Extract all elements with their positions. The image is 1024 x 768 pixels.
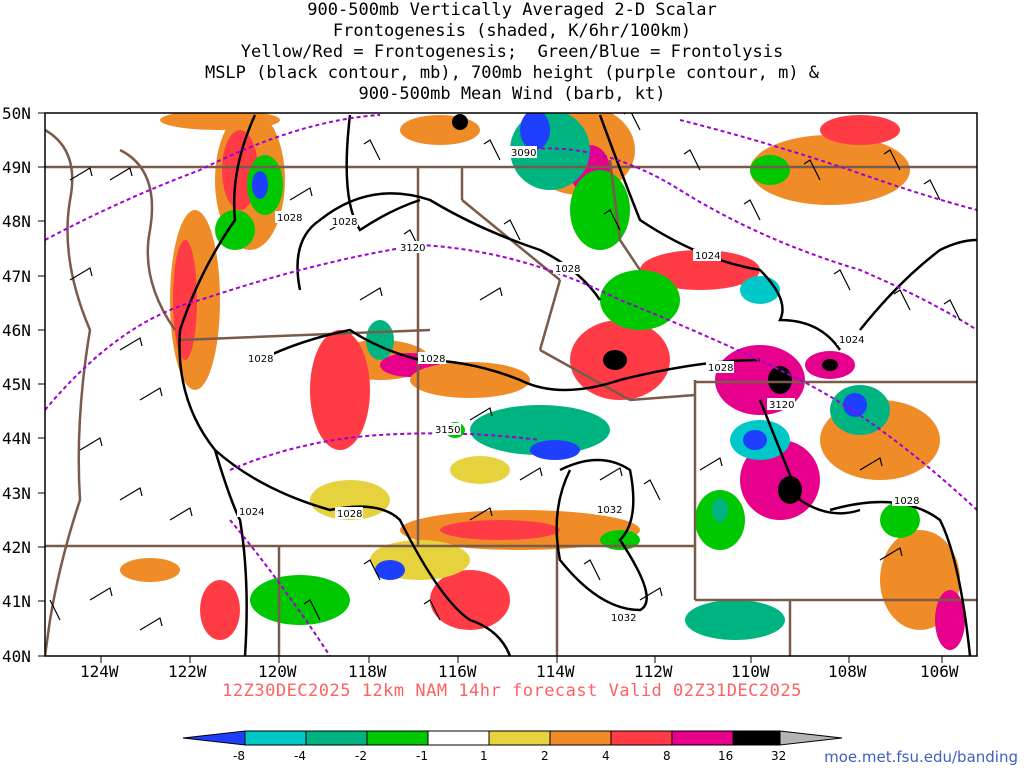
lon-label: 120W — [258, 662, 297, 681]
height-700mb-contours — [45, 114, 977, 656]
colorbar-swatch — [671, 730, 734, 746]
title-line-4: MSLP (black contour, mb), 700mb height (… — [204, 63, 820, 83]
title-line-1: 900-500mb Vertically Averaged 2-D Scalar — [307, 0, 717, 20]
colorbar-label: 1 — [480, 749, 488, 763]
colorbar-swatch — [305, 730, 368, 746]
colorbar-label: 16 — [718, 749, 733, 763]
colorbar-swatch — [366, 730, 429, 746]
lat-label: 50N — [2, 104, 31, 123]
colorbar-label: 2 — [541, 749, 549, 763]
colorbar-swatch — [779, 730, 843, 746]
colorbar-label: -2 — [355, 749, 367, 763]
mslp-label: 1028 — [894, 496, 919, 507]
colorbar-label: -4 — [294, 749, 306, 763]
map-plot-area: 1028 1028 1028 1028 1028 1028 1024 1024 … — [45, 113, 977, 656]
height-label: 3120 — [400, 243, 425, 254]
lat-label: 48N — [2, 212, 31, 231]
mslp-label: 1028 — [332, 217, 357, 228]
mslp-label: 1024 — [839, 335, 864, 346]
longitude-axis: 124W 122W 120W 118W 116W 114W 112W 110W … — [80, 656, 959, 681]
lat-label: 42N — [2, 538, 31, 557]
colorbar-label: -1 — [416, 749, 428, 763]
colorbar-swatch — [732, 730, 781, 746]
lat-label: 45N — [2, 375, 31, 394]
lat-label: 47N — [2, 267, 31, 286]
mslp-label: 1028 — [277, 213, 302, 224]
colorbar-label: -8 — [233, 749, 245, 763]
mslp-label: 1032 — [611, 613, 636, 624]
mslp-label: 1028 — [555, 264, 580, 275]
mslp-label: 1024 — [695, 251, 720, 262]
mslp-label: 1028 — [708, 363, 733, 374]
title-line-2: Frontogenesis (shaded, K/6hr/100km) — [332, 21, 692, 41]
colorbar-label: 32 — [771, 749, 786, 763]
lat-label: 44N — [2, 429, 31, 448]
lat-label: 46N — [2, 321, 31, 340]
frontogenesis-shading — [120, 113, 965, 650]
lon-label: 108W — [828, 662, 867, 681]
title-line-5: 900-500mb Mean Wind (barb, kt) — [358, 84, 666, 104]
lat-label: 43N — [2, 484, 31, 503]
forecast-valid-time: 12Z30DEC2025 12km NAM 14hr forecast Vali… — [222, 681, 802, 701]
lon-label: 116W — [438, 662, 477, 681]
colorbar: -8 -4 -2 -1 1 2 4 8 16 32 — [182, 730, 843, 763]
height-label: 3120 — [769, 400, 794, 411]
mslp-label: 1032 — [597, 505, 622, 516]
title-line-3: Yellow/Red = Frontogenesis; Green/Blue =… — [240, 42, 784, 62]
colorbar-swatch — [549, 730, 612, 746]
colorbar-swatch — [244, 730, 307, 746]
mslp-label: 1028 — [420, 354, 445, 365]
wind-barbs — [49, 113, 961, 631]
lon-label: 110W — [731, 662, 770, 681]
lat-label: 41N — [2, 592, 31, 611]
contour-labels: 1028 1028 1028 1028 1028 1028 1024 1024 … — [237, 146, 920, 624]
lon-label: 118W — [348, 662, 387, 681]
lon-label: 106W — [920, 662, 959, 681]
mslp-contours — [178, 114, 977, 656]
state-borders — [45, 128, 977, 656]
mslp-label: 1028 — [337, 509, 362, 520]
lat-label: 40N — [2, 647, 31, 666]
colorbar-swatch — [427, 730, 490, 746]
mslp-label: 1024 — [239, 507, 264, 518]
colorbar-swatch — [182, 730, 246, 746]
colorbar-swatch — [610, 730, 673, 746]
lon-label: 114W — [536, 662, 575, 681]
latitude-axis: 50N 49N 48N 47N 46N 45N 44N 43N 42N 41N … — [2, 104, 45, 666]
source-credit-link[interactable]: moe.met.fsu.edu/banding — [824, 748, 1018, 766]
mslp-label: 1028 — [248, 354, 273, 365]
lon-label: 124W — [80, 662, 119, 681]
lon-label: 112W — [634, 662, 673, 681]
lat-label: 49N — [2, 158, 31, 177]
lon-label: 122W — [168, 662, 207, 681]
colorbar-label: 8 — [663, 749, 671, 763]
colorbar-swatch — [488, 730, 551, 746]
height-label: 3150 — [435, 425, 460, 436]
colorbar-label: 4 — [602, 749, 610, 763]
chart-title-block: 900-500mb Vertically Averaged 2-D Scalar… — [0, 0, 1024, 105]
height-label: 3090 — [511, 148, 536, 159]
